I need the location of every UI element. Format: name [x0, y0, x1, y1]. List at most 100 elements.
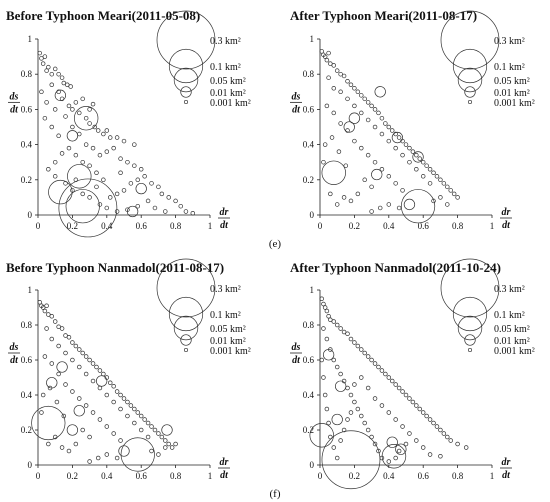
data-point — [365, 385, 371, 391]
data-bubble — [31, 405, 66, 441]
data-point — [37, 300, 42, 305]
data-point — [427, 417, 433, 422]
data-point — [322, 54, 328, 59]
data-point — [424, 163, 429, 168]
x-tick-label: 0.6 — [418, 471, 430, 481]
data-bubble — [309, 423, 334, 448]
data-point — [183, 209, 189, 214]
data-point — [362, 96, 367, 102]
data-point — [59, 445, 65, 450]
legend-circle — [173, 315, 199, 341]
data-bubble — [381, 444, 407, 469]
data-point — [434, 174, 440, 179]
data-point — [334, 202, 340, 207]
data-point — [70, 340, 75, 345]
data-point — [52, 159, 58, 165]
data-point — [365, 100, 371, 105]
x-tick-label: 0.4 — [101, 221, 113, 231]
data-point — [372, 396, 378, 401]
data-point — [396, 385, 402, 391]
data-point — [163, 209, 168, 214]
data-point — [348, 82, 354, 88]
data-point — [149, 448, 154, 454]
data-point — [324, 308, 330, 314]
data-point — [101, 131, 106, 137]
data-point — [420, 174, 426, 179]
data-point — [97, 202, 103, 207]
data-point — [73, 441, 79, 447]
data-point — [410, 399, 416, 405]
y-tick-label: 0 — [310, 460, 315, 470]
data-point — [97, 152, 103, 158]
data-point — [56, 371, 61, 377]
data-point — [95, 455, 101, 461]
data-point — [326, 75, 331, 80]
data-point — [92, 124, 98, 130]
data-point — [328, 317, 333, 323]
y-tick-label: 0.2 — [21, 425, 32, 435]
data-bubble — [161, 424, 173, 436]
data-point — [77, 110, 82, 116]
data-point — [338, 438, 343, 443]
y-tick-label: 0.6 — [21, 104, 33, 114]
data-bubble — [65, 189, 100, 224]
x-tick-label: 0 — [36, 221, 41, 231]
data-point — [334, 68, 340, 73]
chart-title: Before Typhoon Nanmadol(2011-08-17) — [6, 260, 224, 275]
data-point — [42, 54, 48, 59]
data-point — [125, 399, 130, 405]
y-tick-label: 0 — [28, 460, 33, 470]
data-point — [372, 361, 378, 366]
data-bubble — [348, 112, 361, 124]
data-point — [44, 68, 49, 73]
data-point — [448, 438, 453, 443]
data-point — [121, 138, 127, 144]
data-point — [348, 336, 354, 342]
data-bubble — [46, 377, 58, 389]
legend-label: 0.3 km² — [494, 36, 525, 47]
x-tick-label: 0.4 — [383, 221, 395, 231]
data-point — [128, 403, 134, 408]
data-point — [132, 406, 137, 412]
data-point — [389, 378, 395, 384]
x-axis-label-den: dt — [220, 220, 229, 231]
data-point — [145, 420, 151, 426]
data-point — [56, 324, 61, 330]
data-point — [77, 347, 82, 352]
data-point — [326, 420, 331, 426]
data-point — [365, 427, 371, 433]
data-point — [338, 71, 343, 77]
data-point — [70, 107, 75, 112]
legend-label: 0.001 km² — [210, 346, 251, 357]
data-point — [403, 142, 409, 147]
chart-panel-3: Before Typhoon Nanmadol(2011-08-17) 0 0.2 0… — [6, 258, 251, 481]
data-point — [101, 177, 106, 183]
data-point — [322, 305, 328, 310]
data-point — [376, 364, 381, 370]
data-point — [324, 406, 330, 412]
data-point — [445, 202, 450, 207]
data-point — [52, 319, 58, 324]
data-point — [379, 166, 385, 172]
y-tick-label: 0.4 — [303, 390, 315, 400]
data-point — [111, 384, 116, 389]
data-point — [145, 198, 151, 204]
data-point — [90, 101, 96, 107]
y-axis-label-num: ds — [292, 91, 301, 102]
data-point — [59, 326, 65, 331]
legend-circle — [168, 48, 204, 84]
data-point — [324, 336, 330, 342]
data-point — [355, 343, 361, 349]
data-point — [104, 452, 110, 457]
data-bubble — [391, 131, 404, 144]
data-point — [348, 392, 354, 398]
data-point — [138, 413, 144, 419]
data-bubble — [321, 430, 381, 490]
data-point — [178, 203, 184, 209]
data-point — [42, 354, 48, 359]
data-point — [386, 410, 392, 415]
data-point — [163, 438, 168, 443]
y-tick-label: 0.8 — [303, 320, 315, 330]
data-point — [376, 448, 381, 454]
